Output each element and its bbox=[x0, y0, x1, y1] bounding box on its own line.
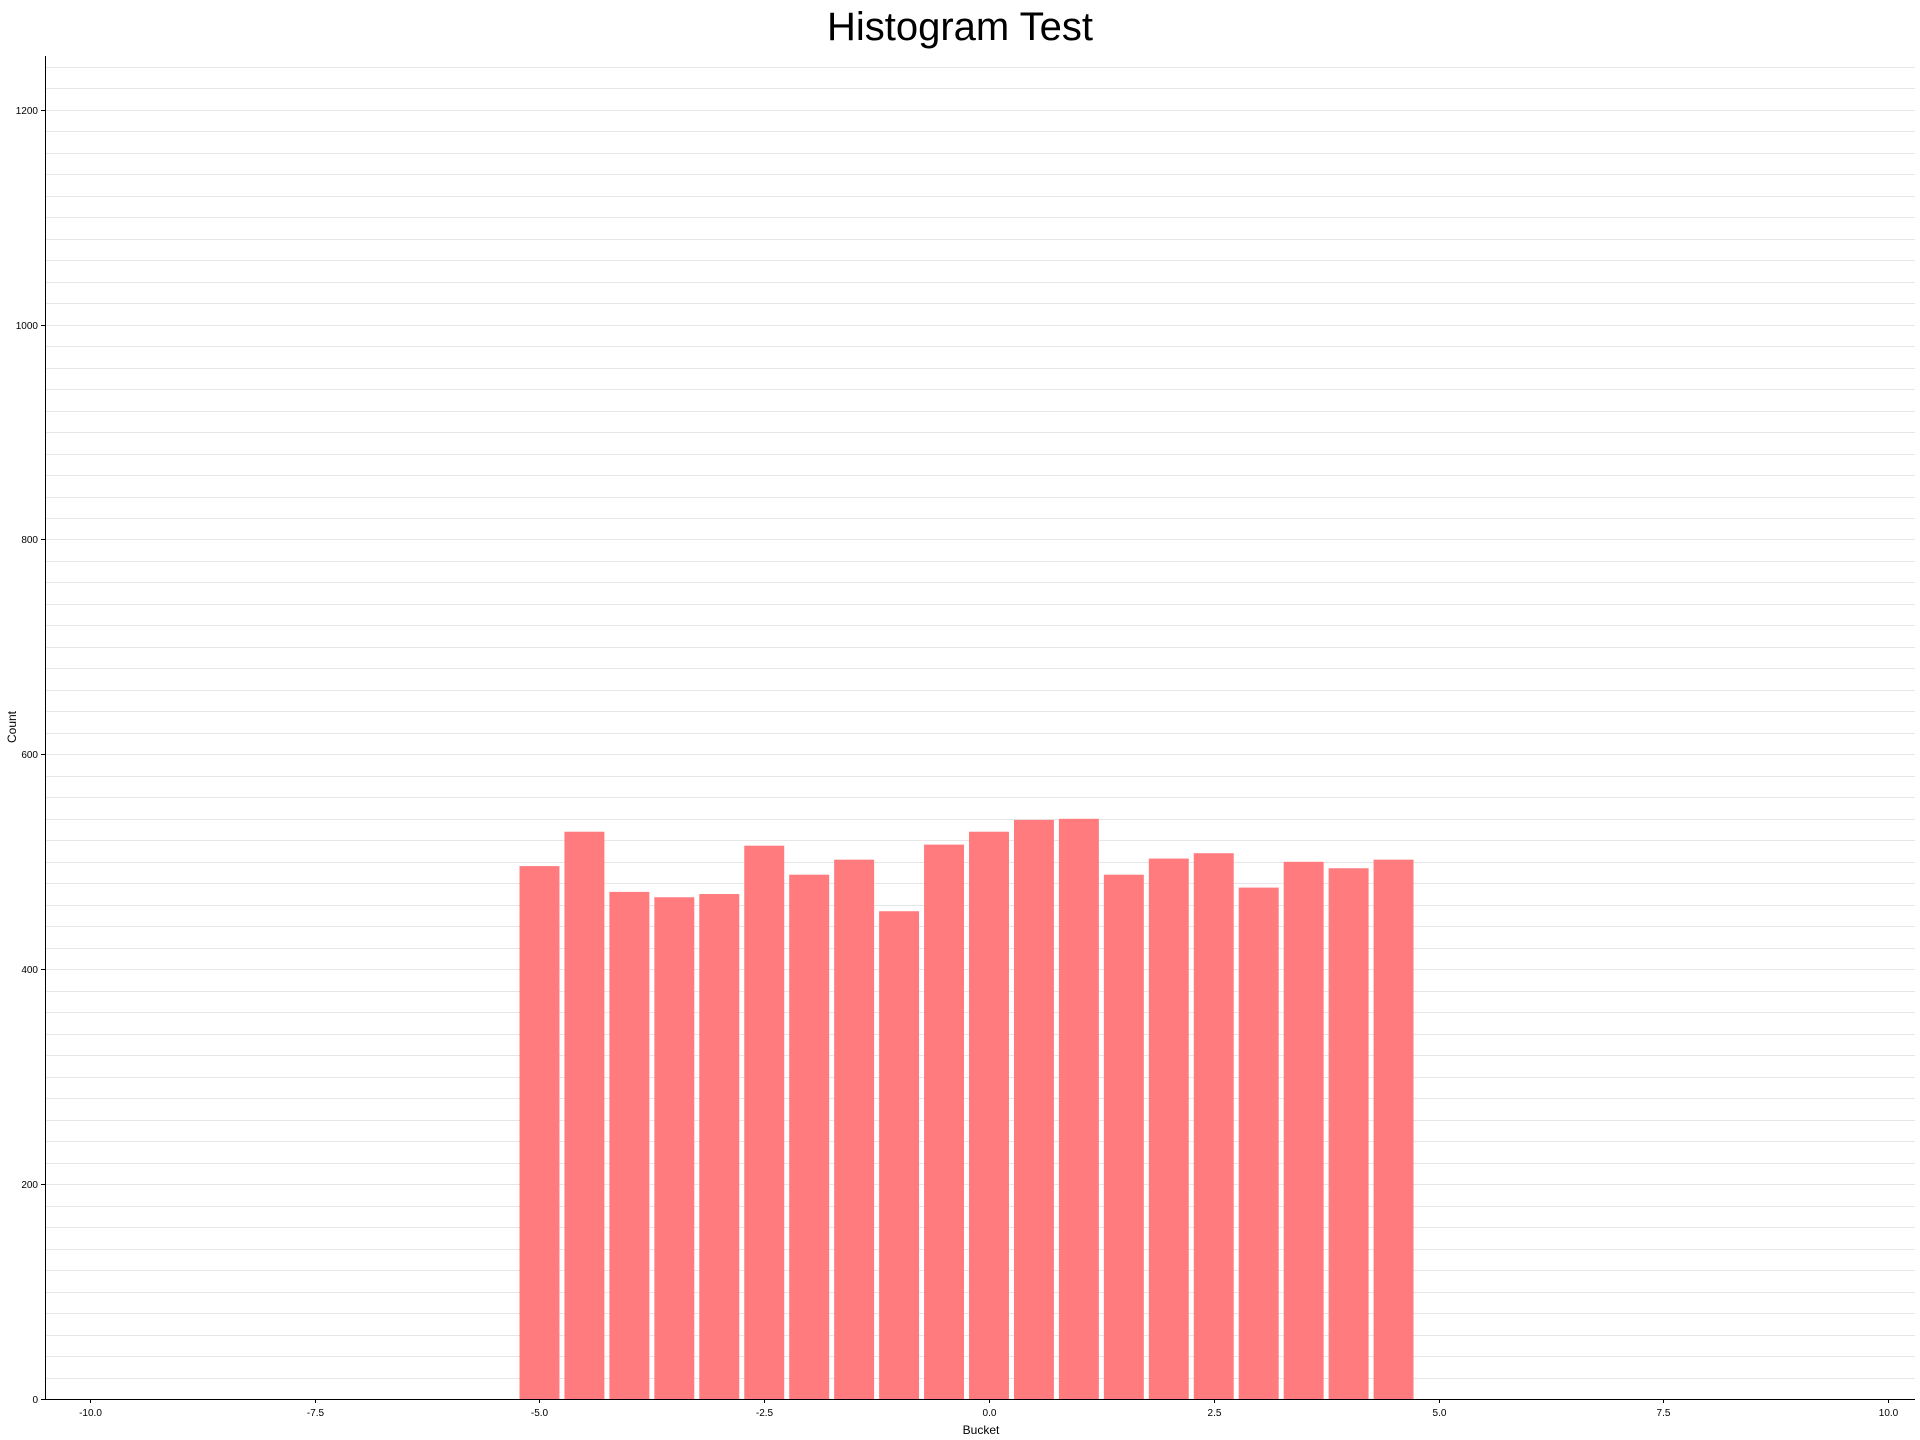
y-tick-label: 0 bbox=[32, 1395, 38, 1406]
x-tick-label: -7.5 bbox=[307, 1408, 325, 1419]
x-tick-label: -2.5 bbox=[756, 1408, 774, 1419]
histogram-bar bbox=[969, 831, 1009, 1399]
histogram-bar bbox=[1373, 859, 1414, 1399]
histogram-bar bbox=[1283, 861, 1324, 1399]
y-tick-label: 600 bbox=[21, 750, 38, 761]
y-tick-label: 800 bbox=[21, 535, 38, 546]
histogram-bar bbox=[1148, 858, 1189, 1399]
x-tick-label: -5.0 bbox=[531, 1408, 549, 1419]
histogram-bar bbox=[654, 897, 695, 1399]
x-tick-label: 7.5 bbox=[1657, 1408, 1671, 1419]
histogram-bar bbox=[1193, 853, 1234, 1399]
chart-title: Histogram Test bbox=[827, 5, 1093, 49]
histogram-bar bbox=[1103, 874, 1144, 1399]
histogram-bar bbox=[879, 911, 920, 1399]
y-tick-label: 1000 bbox=[16, 321, 39, 332]
x-tick-label: 2.5 bbox=[1208, 1408, 1222, 1419]
histogram-bar bbox=[1328, 868, 1369, 1399]
histogram-bar bbox=[744, 845, 785, 1399]
histogram-bar bbox=[1238, 887, 1279, 1399]
x-tick-label: 0.0 bbox=[983, 1408, 997, 1419]
x-axis-label: Bucket bbox=[963, 1423, 1000, 1437]
histogram-bar bbox=[924, 844, 965, 1399]
y-axis-label: Count bbox=[5, 710, 19, 743]
x-tick-label: 10.0 bbox=[1879, 1408, 1899, 1419]
axes bbox=[45, 56, 1915, 1400]
x-tick-label: 5.0 bbox=[1433, 1408, 1447, 1419]
histogram-bar bbox=[1013, 819, 1054, 1399]
histogram-bar bbox=[564, 831, 605, 1399]
y-tick-label: 400 bbox=[21, 965, 38, 976]
ticks: 0 200 400 600 800 1000 1200 -10.0 -7.5 -5.0 -2.5 0.… bbox=[16, 106, 1899, 1419]
histogram-bar bbox=[699, 894, 740, 1399]
histogram-bar bbox=[519, 866, 560, 1399]
x-tick-label: -10.0 bbox=[79, 1408, 102, 1419]
y-tick-label: 200 bbox=[21, 1180, 38, 1191]
histogram-bar bbox=[789, 874, 830, 1399]
histogram-bar bbox=[1058, 818, 1099, 1399]
bars bbox=[519, 818, 1414, 1399]
histogram-bar bbox=[609, 891, 650, 1399]
histogram-bar bbox=[834, 859, 875, 1399]
y-tick-label: 1200 bbox=[16, 106, 39, 117]
